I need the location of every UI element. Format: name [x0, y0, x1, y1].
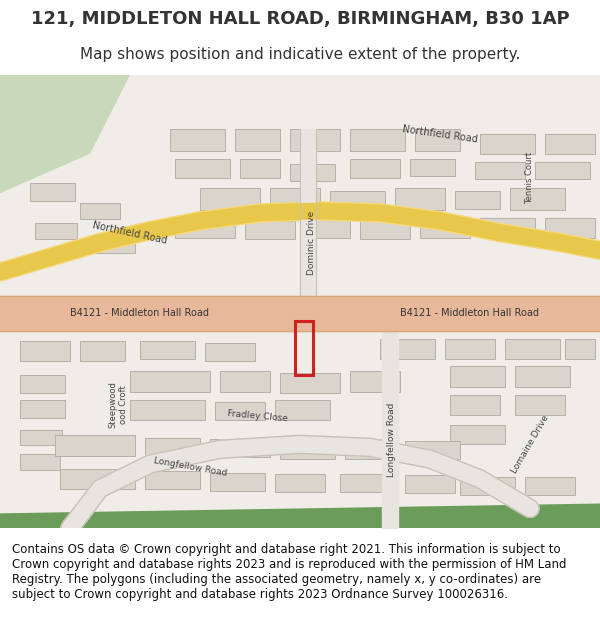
Bar	[450, 366, 505, 388]
Bar	[90, 238, 135, 253]
Bar	[175, 218, 235, 238]
Text: Fradley Close: Fradley Close	[227, 409, 289, 423]
Bar	[405, 441, 460, 459]
Bar	[410, 159, 455, 176]
Bar	[295, 321, 313, 376]
Text: Tennis Court: Tennis Court	[526, 152, 535, 204]
Bar	[280, 441, 335, 459]
Bar	[450, 395, 500, 415]
Bar	[455, 191, 500, 209]
Bar	[80, 203, 120, 219]
Bar	[210, 439, 270, 458]
Bar	[20, 454, 60, 470]
Bar	[60, 469, 135, 489]
Bar	[340, 474, 395, 492]
Text: Northfield Road: Northfield Road	[92, 220, 168, 246]
Bar	[275, 400, 330, 420]
Bar	[565, 339, 595, 359]
Bar	[305, 218, 350, 238]
Bar	[200, 188, 260, 210]
Bar	[145, 438, 200, 458]
Text: Longfellow Road: Longfellow Road	[152, 456, 227, 478]
Bar	[280, 374, 340, 393]
Bar	[130, 400, 205, 420]
Bar	[270, 188, 320, 210]
Bar	[175, 159, 230, 178]
Bar	[20, 400, 65, 418]
Bar	[290, 129, 340, 151]
Bar	[215, 402, 265, 420]
Bar	[395, 188, 445, 210]
Bar	[220, 371, 270, 392]
Bar	[445, 339, 495, 359]
Polygon shape	[0, 75, 130, 193]
Bar	[480, 134, 535, 154]
Bar	[330, 191, 385, 209]
Text: B4121 - Middleton Hall Road: B4121 - Middleton Hall Road	[71, 308, 209, 318]
Bar	[510, 188, 565, 210]
Bar	[170, 129, 225, 151]
Bar	[35, 222, 77, 239]
Bar	[420, 218, 470, 238]
Bar	[140, 341, 195, 359]
Bar	[350, 159, 400, 178]
Bar	[535, 162, 590, 179]
Bar	[350, 129, 405, 151]
Bar	[415, 129, 460, 151]
Text: 121, MIDDLETON HALL ROAD, BIRMINGHAM, B30 1AP: 121, MIDDLETON HALL ROAD, BIRMINGHAM, B3…	[31, 10, 569, 27]
Polygon shape	[0, 504, 600, 528]
Bar	[245, 221, 295, 239]
Text: Steepwood
ood Croft: Steepwood ood Croft	[108, 381, 128, 428]
Bar	[55, 434, 135, 456]
Bar	[480, 218, 535, 236]
Bar	[545, 134, 595, 154]
Bar	[205, 343, 255, 361]
Bar	[525, 477, 575, 494]
Bar	[235, 129, 280, 151]
Bar	[545, 218, 595, 238]
Bar	[505, 339, 560, 359]
Bar	[450, 425, 505, 444]
Bar	[290, 164, 335, 181]
Bar	[515, 366, 570, 388]
Bar	[345, 439, 395, 459]
Bar	[20, 429, 62, 446]
Text: Longfellow Road: Longfellow Road	[388, 402, 397, 477]
Bar	[210, 473, 265, 491]
Bar	[30, 183, 75, 201]
Text: Lomaine Drive: Lomaine Drive	[509, 414, 550, 475]
Bar	[475, 162, 525, 179]
Bar	[20, 341, 70, 361]
Bar	[360, 221, 410, 239]
Bar	[275, 474, 325, 492]
Text: Dominic Drive: Dominic Drive	[308, 211, 317, 274]
Bar	[145, 471, 200, 489]
Bar	[240, 159, 280, 178]
Bar	[460, 477, 515, 494]
Bar	[80, 341, 125, 361]
Bar	[350, 371, 400, 392]
Text: B4121 - Middleton Hall Road: B4121 - Middleton Hall Road	[401, 308, 539, 318]
Text: Contains OS data © Crown copyright and database right 2021. This information is : Contains OS data © Crown copyright and d…	[12, 542, 566, 601]
Text: Northfield Road: Northfield Road	[401, 124, 478, 144]
Bar	[380, 339, 435, 359]
Bar	[515, 395, 565, 415]
Bar	[405, 475, 455, 492]
Bar	[20, 376, 65, 393]
Text: Map shows position and indicative extent of the property.: Map shows position and indicative extent…	[80, 46, 520, 61]
Bar	[130, 371, 210, 392]
